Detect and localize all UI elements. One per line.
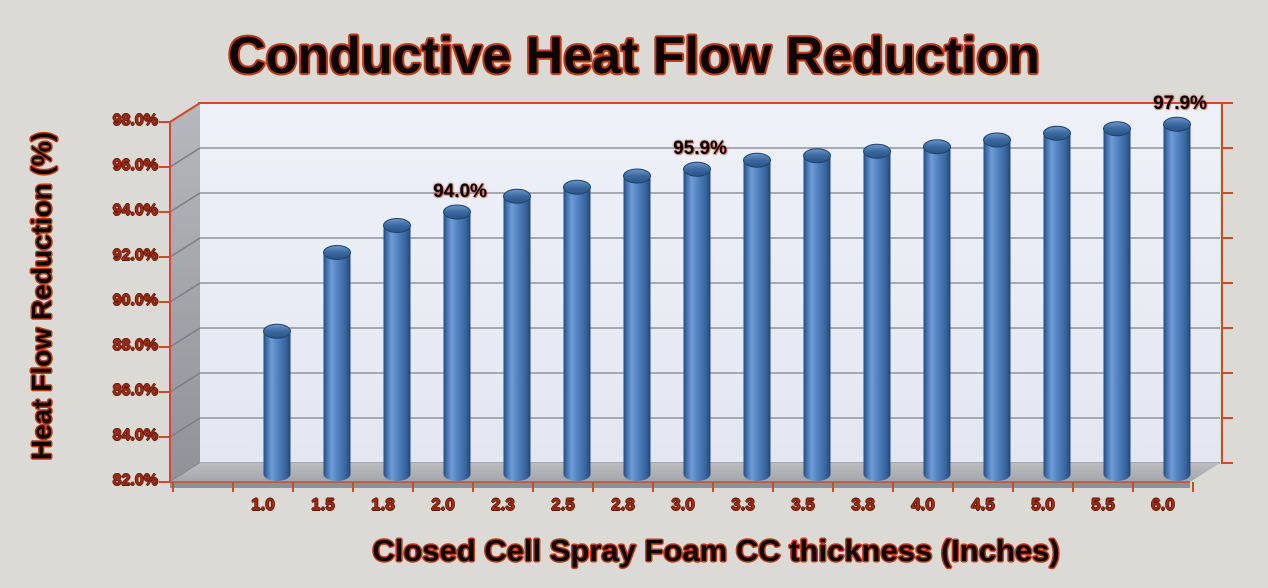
x-tick-label: 3.3 [731,495,755,514]
left-wall-gridline [169,372,201,393]
y-tick-label: 84.0% [112,427,158,444]
left-wall-gridline [169,282,201,303]
y-tick-label: 96.0% [112,157,158,174]
left-wall-gridline [169,417,201,438]
bar-cylinder [443,212,471,474]
bar-cylinder [1043,133,1071,474]
bar-cylinder [623,176,651,474]
bar-top-cap [983,132,1011,148]
bar-data-label: 97.9% [1153,93,1207,115]
y-tick-label: 88.0% [112,337,158,354]
y-tick-label: 90.0% [112,292,158,309]
left-wall-gridline [169,237,201,258]
bar-cylinder [503,196,531,474]
x-tick-label: 4.0 [911,495,935,514]
bar-top-cap [1163,116,1191,132]
bar-top-cap [623,168,651,184]
bar-top-cap [743,152,771,168]
y-tick-label: 94.0% [112,202,158,219]
left-wall-gridline [169,192,201,213]
bar-top-cap [563,179,591,195]
x-tick-label: 5.5 [1091,495,1115,514]
chart-title: Conductive Heat Flow Reduction [228,27,1040,85]
bar-top-cap [923,139,951,155]
bar-cylinder [563,187,591,474]
y-tick-label: 82.0% [112,472,158,489]
bar-top-cap [443,204,471,220]
bar-cylinder [683,169,711,474]
bar-cylinder [263,331,291,474]
bar-cylinder [923,146,951,474]
bar-top-cap [323,245,351,260]
bar-cylinder [983,140,1011,474]
y-axis-title: Heat Flow Reduction (%) [26,131,57,461]
x-tick-label: 2.3 [491,495,515,514]
x-tick-label: 3.5 [791,495,815,514]
x-tick-label: 2.5 [551,495,575,514]
bar-top-cap [683,161,711,177]
bar-cylinder [383,225,411,474]
x-tick-label: 1.8 [371,495,395,514]
bar-top-cap [503,188,531,204]
bar-top-cap [863,143,891,159]
x-tick-label: 5.0 [1031,495,1055,514]
x-tick-label: 2.0 [431,495,455,514]
x-tick-label: 3.0 [671,495,695,514]
left-wall-gridline [169,147,201,168]
x-tick-label: 4.5 [971,495,995,514]
x-tick-label: 6.0 [1151,495,1175,514]
x-tick-label: 3.8 [851,495,875,514]
bar-cylinder [863,151,891,474]
bar-cylinder [1163,124,1191,474]
x-tick-label: 2.8 [611,495,635,514]
bar-top-cap [803,148,831,164]
bar-cylinder [743,160,771,474]
y-tick-label: 86.0% [112,382,158,399]
bar-top-cap [383,218,411,233]
bar-cylinder [803,155,831,474]
x-tick-label: 1.0 [251,495,275,514]
top-left-diagonal [169,102,201,123]
floor-front-face [170,482,1190,488]
y-tick-label: 98.0% [112,112,158,129]
left-wall-gridline [169,327,201,348]
y-tick-label: 92.0% [112,247,158,264]
bar-data-label: 95.9% [673,138,727,160]
bar-data-label: 94.0% [433,181,487,202]
x-axis-title: Closed Cell Spray Foam CC thickness (Inc… [372,533,1060,568]
bar-cylinder [323,252,351,474]
bar-top-cap [1043,125,1071,141]
bar-top-cap [1103,121,1131,137]
x-tick-label: 1.5 [311,495,335,514]
bar-cylinder [1103,128,1131,474]
bar-top-cap [263,323,291,339]
